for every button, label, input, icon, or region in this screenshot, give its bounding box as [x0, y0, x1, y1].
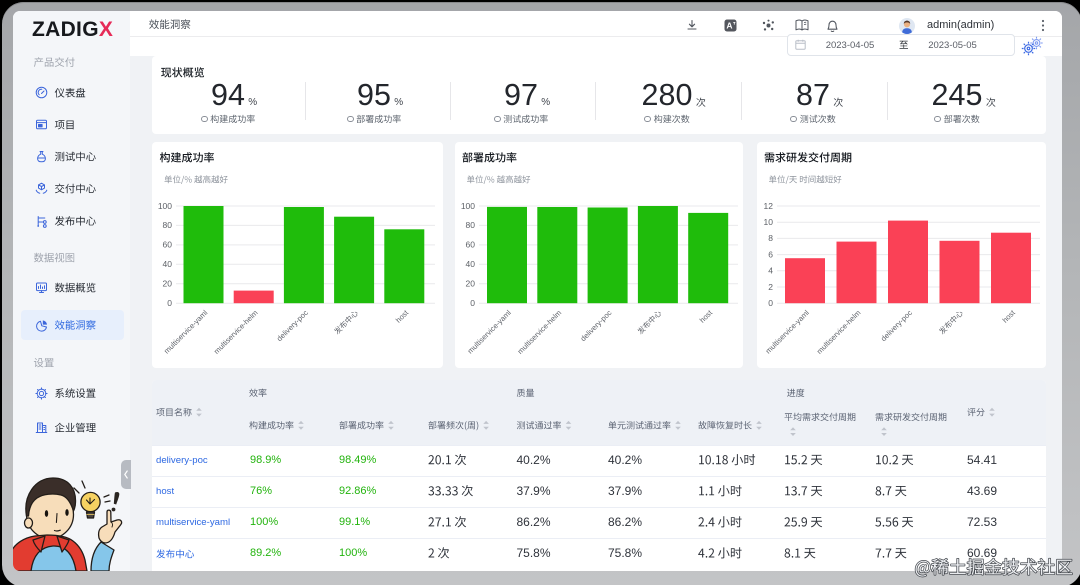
svg-text:80: 80: [163, 220, 173, 230]
svg-text:0: 0: [768, 298, 773, 308]
svg-text:host: host: [394, 308, 411, 325]
svg-text:multiservice-yaml: multiservice-yaml: [162, 308, 210, 356]
svg-text:0: 0: [470, 298, 475, 308]
svg-text:40: 40: [465, 259, 475, 269]
svg-text:100: 100: [158, 201, 172, 211]
svg-text:40: 40: [163, 259, 173, 269]
svg-text:12: 12: [763, 201, 773, 211]
svg-text:60: 60: [465, 240, 475, 250]
svg-text:8: 8: [768, 233, 773, 243]
svg-text:host: host: [1000, 308, 1017, 325]
svg-text:A: A: [726, 21, 732, 31]
svg-text:2: 2: [768, 282, 773, 292]
svg-text:80: 80: [465, 220, 475, 230]
svg-text:multiservice-yaml: multiservice-yaml: [465, 308, 513, 356]
svg-text:0: 0: [167, 298, 172, 308]
svg-text:100: 100: [460, 201, 474, 211]
svg-text:20: 20: [163, 279, 173, 289]
svg-text:20: 20: [465, 279, 475, 289]
svg-text:multiservice-helm: multiservice-helm: [212, 309, 260, 357]
svg-text:multiservice-helm: multiservice-helm: [515, 309, 563, 357]
svg-text:4: 4: [768, 266, 773, 276]
svg-text:host: host: [697, 308, 714, 325]
svg-text:delivery-poc: delivery-poc: [578, 308, 613, 343]
svg-text:6: 6: [768, 250, 773, 260]
svg-text:delivery-poc: delivery-poc: [275, 308, 310, 343]
svg-text:delivery-poc: delivery-poc: [878, 308, 913, 343]
svg-text:60: 60: [163, 240, 173, 250]
svg-text:10: 10: [763, 217, 773, 227]
svg-text:multiservice-yaml: multiservice-yaml: [763, 308, 811, 356]
svg-text:multiservice-helm: multiservice-helm: [814, 309, 862, 357]
